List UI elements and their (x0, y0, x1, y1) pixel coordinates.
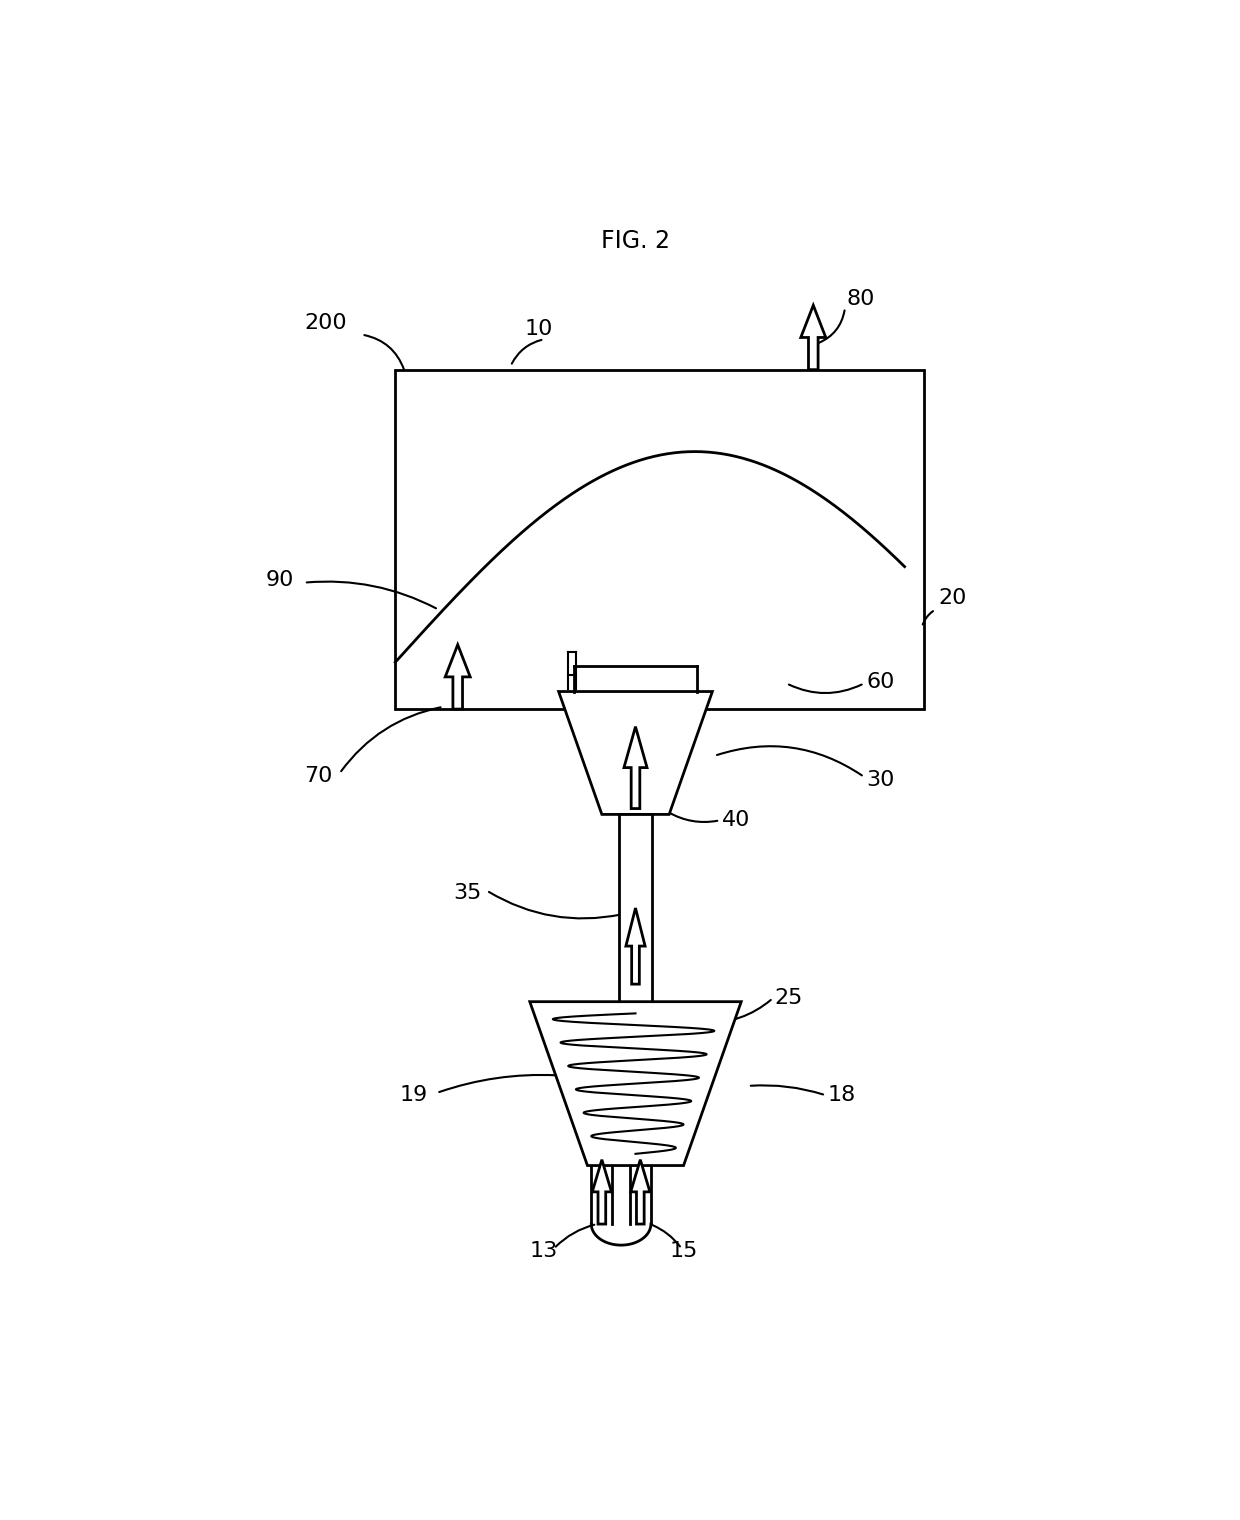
Text: 19: 19 (401, 1085, 428, 1105)
Text: 40: 40 (722, 810, 750, 830)
Bar (619, 815, 652, 1002)
Text: 90: 90 (265, 570, 294, 590)
Bar (396, 369, 924, 708)
Text: 80: 80 (847, 289, 875, 309)
Text: 70: 70 (304, 766, 332, 786)
Text: 15: 15 (670, 1240, 698, 1260)
Text: 18: 18 (828, 1085, 856, 1105)
Polygon shape (624, 727, 647, 809)
Text: 10: 10 (525, 319, 553, 339)
Text: 20: 20 (939, 588, 967, 608)
Polygon shape (445, 644, 470, 708)
Polygon shape (626, 907, 645, 983)
Polygon shape (558, 692, 712, 815)
Polygon shape (529, 1002, 742, 1166)
Polygon shape (593, 1160, 611, 1224)
Text: 13: 13 (529, 1240, 558, 1260)
Text: 200: 200 (304, 313, 347, 333)
Text: 35: 35 (453, 883, 481, 903)
Text: FIG. 2: FIG. 2 (601, 230, 670, 252)
Polygon shape (801, 306, 826, 369)
Polygon shape (631, 1160, 650, 1224)
Text: 30: 30 (866, 771, 894, 790)
Text: 60: 60 (866, 672, 894, 692)
Text: 25: 25 (775, 988, 804, 1008)
